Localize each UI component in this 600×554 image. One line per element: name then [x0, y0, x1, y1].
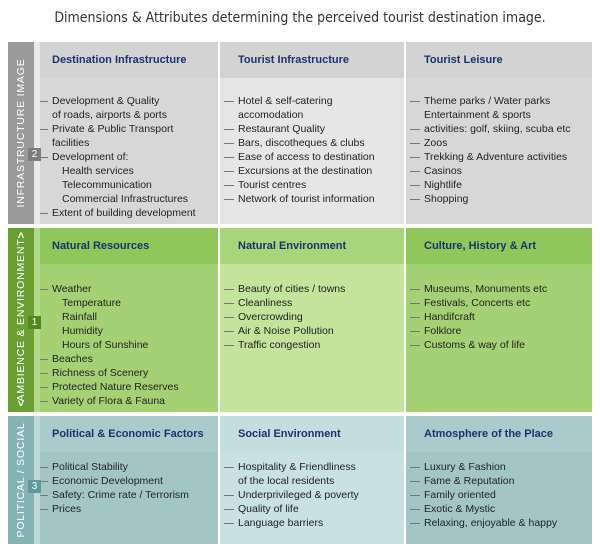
attribute-item: Hospitality & Friendliness — [220, 460, 404, 474]
attribute-item: Weather — [34, 282, 218, 296]
attribute-item: Festivals, Concerts etc — [406, 296, 592, 310]
attribute-column: Political & Economic Factors Political St… — [34, 416, 218, 544]
column-header: Destination Infrastructure — [34, 42, 218, 78]
column-header: Culture, History & Art — [406, 228, 592, 264]
attribute-column: Natural Environment Beauty of cities / to… — [220, 228, 404, 412]
column-header: Natural Resources — [34, 228, 218, 264]
attribute-item: activities: golf, skiing, scuba etc — [406, 122, 592, 136]
band-number-badge: 2 — [28, 148, 41, 161]
attribute-item: Humidity — [62, 325, 103, 337]
attribute-item: Relaxing, enjoyable & happy — [406, 516, 592, 530]
attribute-item: Exotic & Mystic — [406, 502, 592, 516]
attribute-item: accomodation — [238, 109, 304, 121]
attribute-item: Handifcraft — [406, 310, 592, 324]
attribute-column: Culture, History & Art Museums, Monuments… — [406, 228, 592, 412]
attribute-item: Safety: Crime rate / Terrorism — [34, 488, 218, 502]
attribute-item: Overcrowding — [220, 310, 404, 324]
attribute-column: Atmosphere of the Place Luxury & Fashion F… — [406, 416, 592, 544]
column-header: Tourist Infrastructure — [220, 42, 404, 78]
band-number-holder: 1 — [8, 228, 48, 412]
attribute-item: Quality of life — [220, 502, 404, 516]
attribute-item: Entertainment & sports — [424, 109, 531, 121]
attribute-list: Hotel & self-catering accomodation Restaur… — [220, 94, 404, 206]
band-3: POLITICAL / SOCIAL Political & Economic F… — [8, 416, 592, 544]
attribute-item: Rainfall — [62, 311, 98, 323]
attribute-item: of roads, airports & ports — [52, 109, 167, 121]
attribute-list: Beauty of cities / towns Cleanliness Overc… — [220, 282, 404, 352]
attribute-item: Language barriers — [220, 516, 404, 530]
attribute-item: Cleanliness — [220, 296, 404, 310]
attribute-list: Political Stability Economic Development S… — [34, 460, 218, 516]
attribute-item: Underprivileged & poverty — [220, 488, 404, 502]
column-header: Atmosphere of the Place — [406, 416, 592, 452]
attribute-item: Hotel & self-catering — [220, 94, 404, 108]
attribute-item: Hours of Sunshine — [62, 339, 149, 351]
attribute-item: Network of tourist information — [220, 192, 404, 206]
attribute-item: Private & Public Transport — [34, 122, 218, 136]
attribute-item: Temperature — [62, 297, 121, 309]
attribute-item: Richness of Scenery — [34, 366, 218, 380]
attribute-item: Protected Nature Reserves — [34, 380, 218, 394]
attribute-column: Destination Infrastructure Development & … — [34, 42, 218, 224]
attribute-column: Tourist Infrastructure Hotel & self-cater… — [220, 42, 404, 224]
attribute-column: Social Environment Hospitality & Friendli… — [220, 416, 404, 544]
attribute-item: Air & Noise Pollution — [220, 324, 404, 338]
attribute-item: Beaches — [34, 352, 218, 366]
attribute-item: Family oriented — [406, 488, 592, 502]
attribute-item: Zoos — [406, 136, 592, 150]
attribute-item: Folklore — [406, 324, 592, 338]
attribute-item: Political Stability — [34, 460, 218, 474]
attribute-item: Fame & Reputation — [406, 474, 592, 488]
attribute-item: Health services — [62, 165, 134, 177]
column-header: Political & Economic Factors — [34, 416, 218, 452]
attribute-item: facilities — [52, 137, 90, 149]
column-header: Social Environment — [220, 416, 404, 452]
attribute-item: Prices — [34, 502, 218, 516]
attribute-item: Casinos — [406, 164, 592, 178]
attribute-item: Bars, discotheques & clubs — [220, 136, 404, 150]
band-2: AMBIENCE & ENVIRONMENT ˄ ˅ Natural Resource… — [8, 228, 592, 412]
attribute-item: Excursions at the destination — [220, 164, 404, 178]
band-number-holder: 2 — [8, 42, 48, 224]
chevron-up-icon: ˄ — [17, 230, 25, 242]
attribute-list: Development & Quality of roads, airports … — [34, 94, 218, 220]
attribute-item: Customs & way of life — [406, 338, 592, 352]
attribute-list: Hospitality & Friendliness of the local r… — [220, 460, 404, 530]
attribute-item: Beauty of cities / towns — [220, 282, 404, 296]
attribute-item: Development of: — [34, 150, 218, 164]
attribute-list: Luxury & Fashion Fame & Reputation Family … — [406, 460, 592, 530]
attribute-item: of the local residents — [238, 475, 335, 487]
attribute-item: Shopping — [406, 192, 592, 206]
attribute-item: Museums, Monuments etc — [406, 282, 592, 296]
attribute-item: Development & Quality — [34, 94, 218, 108]
diagram-title: Dimensions & Attributes determining the … — [54, 10, 546, 26]
attribute-item: Luxury & Fashion — [406, 460, 592, 474]
attribute-item: Nightlife — [406, 178, 592, 192]
attribute-column: Natural Resources Weather Temperature Rainf… — [34, 228, 218, 412]
column-header: Natural Environment — [220, 228, 404, 264]
attribute-column: Tourist Leisure Theme parks / Water parks… — [406, 42, 592, 224]
attribute-list: Theme parks / Water parks Entertainment &… — [406, 94, 592, 206]
band-side-label: INFRASTRUCTURE IMAGE — [8, 42, 34, 224]
attribute-item: Restaurant Quality — [220, 122, 404, 136]
attribute-item: Extent of building development — [34, 206, 218, 220]
attribute-item: Telecommunication — [62, 179, 152, 191]
attribute-item: Tourist centres — [220, 178, 404, 192]
attribute-item: Ease of access to destination — [220, 150, 404, 164]
attribute-list: Museums, Monuments etc Festivals, Concert… — [406, 282, 592, 352]
attribute-item: Variety of Flora & Fauna — [34, 394, 218, 408]
band-number-holder: 3 — [8, 416, 48, 544]
attribute-item: Trekking & Adventure activities — [406, 150, 592, 164]
band-number-badge: 1 — [28, 316, 41, 329]
attribute-list: Weather Temperature Rainfall Humidity Hours … — [34, 282, 218, 408]
band-1: INFRASTRUCTURE IMAGE Destination Infrastr… — [8, 42, 592, 224]
band-number-badge: 3 — [28, 480, 41, 493]
column-edge — [34, 42, 40, 224]
column-header: Tourist Leisure — [406, 42, 592, 78]
chevron-down-icon: ˅ — [17, 398, 25, 410]
attribute-item: Theme parks / Water parks — [406, 94, 592, 108]
attribute-item: Economic Development — [34, 474, 218, 488]
attribute-item: Commercial Infrastructures — [62, 193, 189, 205]
attribute-item: Traffic congestion — [220, 338, 404, 352]
